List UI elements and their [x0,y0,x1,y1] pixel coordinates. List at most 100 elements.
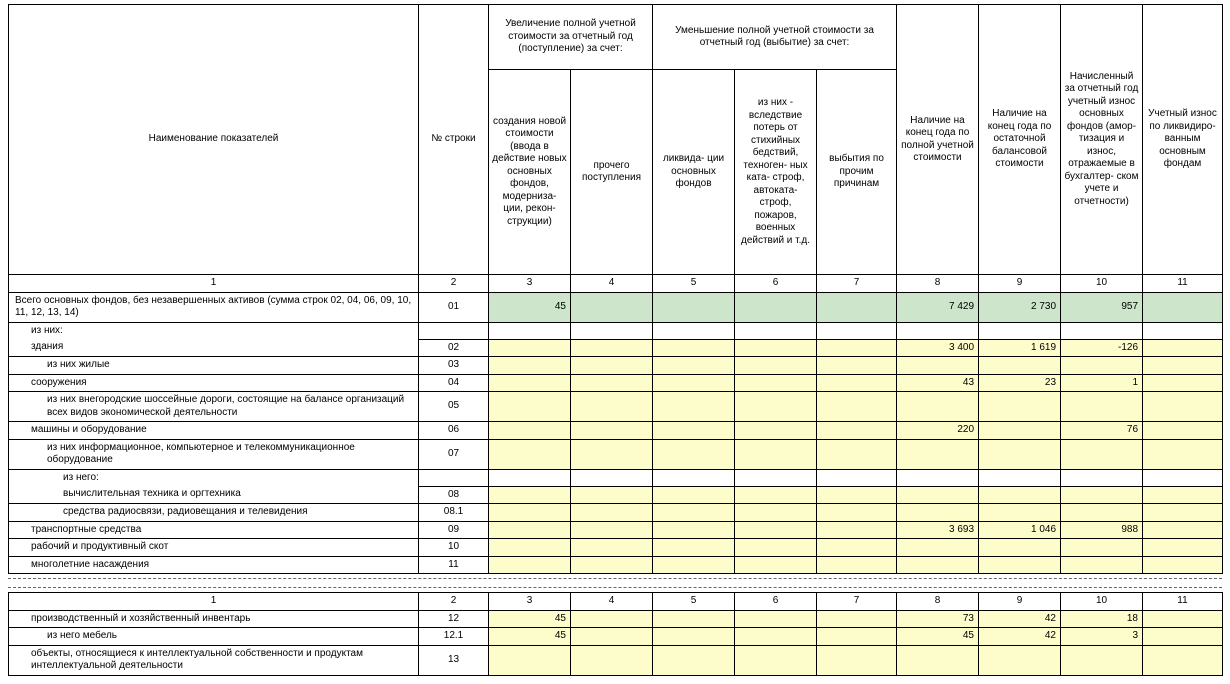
cell-c8 [897,556,979,574]
cell-c7 [817,628,897,646]
cell-c6 [735,439,817,469]
row-number: 09 [419,521,489,539]
cell-c8: 73 [897,610,979,628]
cell-c4 [571,486,653,504]
cell-c5 [653,469,735,486]
cell-c9 [979,357,1061,375]
coln2-9: 9 [979,593,1061,611]
cell-c6 [735,610,817,628]
cell-c9: 42 [979,628,1061,646]
cell-c10 [1061,357,1143,375]
cell-c10: 76 [1061,422,1143,440]
row-name: средства радиосвязи, радиовещания и теле… [9,504,419,522]
cell-c3 [489,556,571,574]
row-number: 07 [419,439,489,469]
cell-c5 [653,422,735,440]
coln-3: 3 [489,275,571,293]
table-row: вычислительная техника и оргтехника08 [9,486,1223,504]
row-name: многолетние насаждения [9,556,419,574]
cell-c6 [735,339,817,357]
row-number: 01 [419,292,489,322]
cell-c10 [1061,504,1143,522]
cell-c6 [735,374,817,392]
cell-c8: 7 429 [897,292,979,322]
hdr-col10: Начисленный за отчетный год учетный изно… [1061,5,1143,275]
cell-c7 [817,504,897,522]
coln-9: 9 [979,275,1061,293]
cell-c3: 45 [489,610,571,628]
cell-c5 [653,339,735,357]
cell-c10: 3 [1061,628,1143,646]
table-row: из них: [9,322,1223,339]
cell-c7 [817,374,897,392]
table-row: из него мебель12.14545423 [9,628,1223,646]
row-name: из них внегородские шоссейные дороги, со… [9,392,419,422]
table-row: сооружения0443231 [9,374,1223,392]
cell-c3: 45 [489,292,571,322]
row-number: 10 [419,539,489,557]
cell-c10 [1061,556,1143,574]
cell-c4 [571,422,653,440]
table-row: здания023 4001 619-126 [9,339,1223,357]
cell-c10 [1061,439,1143,469]
cell-c8 [897,486,979,504]
cell-c4 [571,469,653,486]
table-row: из них информационное, компьютерное и те… [9,439,1223,469]
coln2-2: 2 [419,593,489,611]
cell-c11 [1143,539,1223,557]
cell-c11 [1143,469,1223,486]
cell-c8 [897,439,979,469]
cell-c3 [489,439,571,469]
cell-c4 [571,339,653,357]
cell-c5 [653,628,735,646]
coln2-7: 7 [817,593,897,611]
table-body-page1: Всего основных фондов, без незавершенных… [9,292,1223,574]
row-name: из них информационное, компьютерное и те… [9,439,419,469]
hdr-col2: № строки [419,5,489,275]
hdr-col3: создания новой стоимости (ввода в действ… [489,70,571,275]
row-name: рабочий и продуктивный скот [9,539,419,557]
row-name: Всего основных фондов, без незавершенных… [9,292,419,322]
cell-c7 [817,610,897,628]
cell-c3 [489,504,571,522]
cell-c6 [735,521,817,539]
cell-c6 [735,322,817,339]
col-num-row: 1 2 3 4 5 6 7 8 9 10 11 [9,275,1223,293]
cell-c9 [979,486,1061,504]
cell-c10: 957 [1061,292,1143,322]
table-row: средства радиосвязи, радиовещания и теле… [9,504,1223,522]
cell-c6 [735,292,817,322]
coln2-11: 11 [1143,593,1223,611]
cell-c9: 1 619 [979,339,1061,357]
cell-c9 [979,322,1061,339]
cell-c11 [1143,486,1223,504]
row-name: здания [9,339,419,357]
cell-c6 [735,628,817,646]
cell-c6 [735,486,817,504]
cell-c11 [1143,610,1223,628]
table-row: Всего основных фондов, без незавершенных… [9,292,1223,322]
cell-c4 [571,628,653,646]
cell-c3: 45 [489,628,571,646]
cell-c10: 18 [1061,610,1143,628]
cell-c11 [1143,292,1223,322]
row-number: 08 [419,486,489,504]
coln-7: 7 [817,275,897,293]
cell-c4 [571,292,653,322]
report-table-page2: 1 2 3 4 5 6 7 8 9 10 11 производственный… [8,592,1223,676]
cell-c11 [1143,322,1223,339]
row-name: производственный и хозяйственный инвента… [9,610,419,628]
table-row: из него: [9,469,1223,486]
coln2-8: 8 [897,593,979,611]
cell-c10 [1061,469,1143,486]
cell-c3 [489,521,571,539]
row-name: из них жилые [9,357,419,375]
table-row: производственный и хозяйственный инвента… [9,610,1223,628]
cell-c8 [897,392,979,422]
cell-c9: 42 [979,610,1061,628]
hdr-group-increase: Увеличение полной учетной стоимости за о… [489,5,653,70]
cell-c8 [897,469,979,486]
coln-4: 4 [571,275,653,293]
cell-c9: 23 [979,374,1061,392]
cell-c6 [735,357,817,375]
